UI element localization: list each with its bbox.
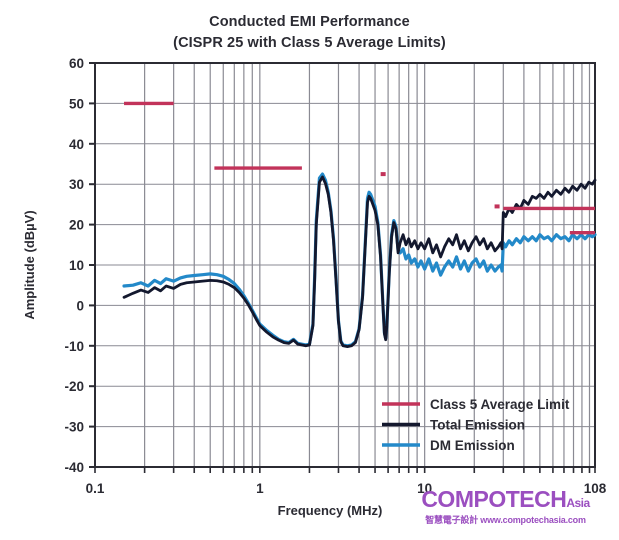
y-tick-label: -40	[64, 460, 84, 475]
y-tick-label: 20	[69, 218, 84, 233]
x-tick-label: 10	[417, 481, 432, 496]
limit-marker-dot	[380, 172, 386, 177]
x-tick-label: 1	[256, 481, 264, 496]
legend-label: DM Emission	[430, 438, 515, 453]
y-tick-label: -30	[64, 420, 84, 435]
x-tick-label: 108	[584, 481, 607, 496]
chart-title: Conducted EMI Performance (CISPR 25 with…	[0, 12, 619, 54]
x-axis-title: Frequency (MHz)	[278, 503, 383, 518]
tick-label-layer: -40 -30 -20 -10 0 10 20 30 40 50 60 0.1 1 10 108	[64, 56, 606, 496]
y-tick-label: 60	[69, 56, 84, 71]
y-tick-label: 50	[69, 96, 84, 111]
chart-title-line-2: (CISPR 25 with Class 5 Average Limits)	[173, 35, 446, 51]
y-tick-label: 40	[69, 137, 84, 152]
y-axis-title: Amplitude (dBµV)	[22, 210, 37, 319]
chart-title-line-1: Conducted EMI Performance	[209, 14, 410, 30]
y-tick-label: 10	[69, 258, 84, 273]
chart-legend: Class 5 Average Limit Total Emission DM Em…	[382, 397, 570, 453]
y-tick-label: 30	[69, 177, 84, 192]
y-tick-label: -20	[64, 379, 84, 394]
x-tick-label: 0.1	[86, 481, 105, 496]
legend-label: Class 5 Average Limit	[430, 397, 570, 412]
plot-frame	[94, 62, 596, 468]
y-tick-label: 0	[76, 298, 84, 313]
limit-marker-dot	[494, 204, 500, 209]
data-series-layer	[122, 101, 597, 349]
grid-lines	[95, 63, 595, 467]
y-tick-label: -10	[64, 339, 84, 354]
legend-label: Total Emission	[430, 418, 525, 433]
